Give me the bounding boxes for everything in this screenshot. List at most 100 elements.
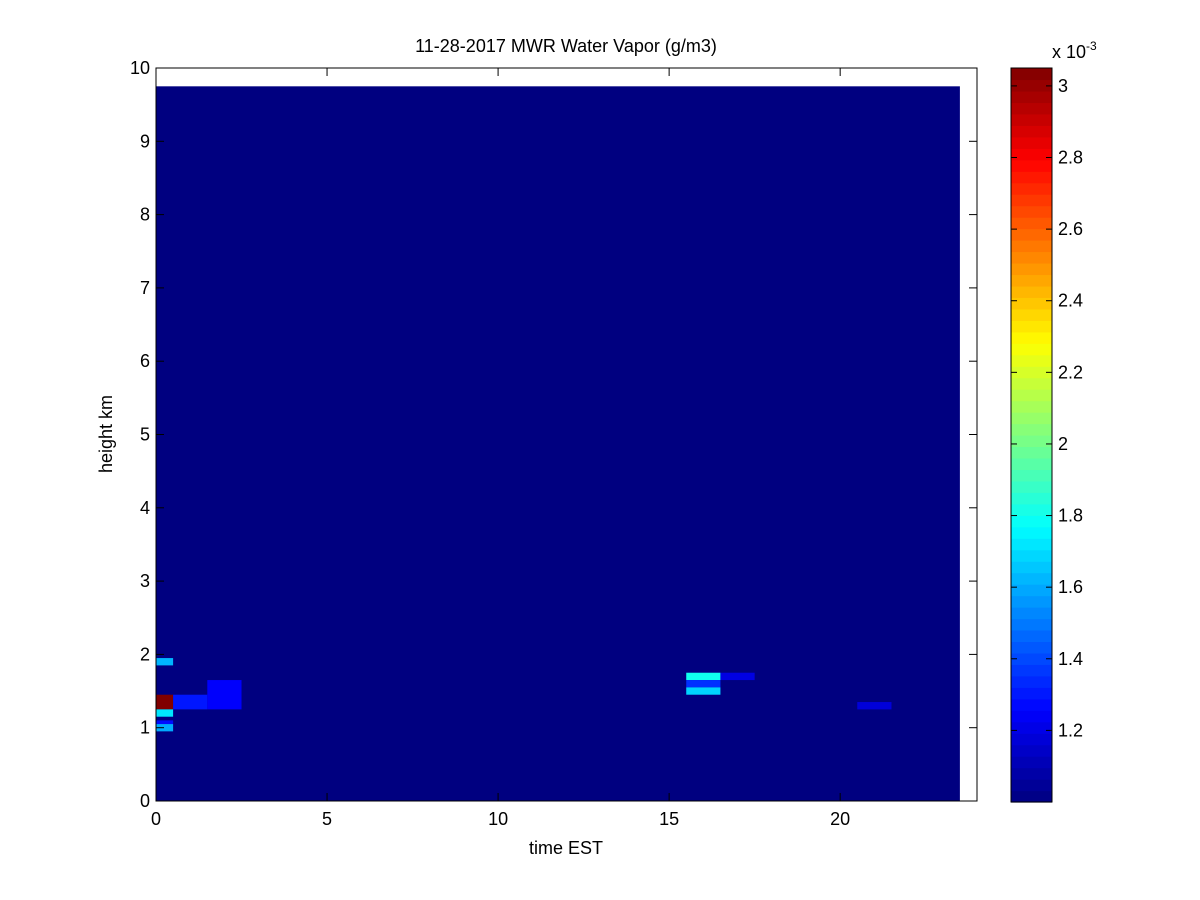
x-tick-label: 0 bbox=[151, 809, 161, 829]
colorbar-segment bbox=[1011, 790, 1052, 803]
y-tick-label: 1 bbox=[140, 718, 150, 738]
colorbar-tick-label: 2.6 bbox=[1058, 219, 1083, 239]
heatmap-cell bbox=[156, 658, 174, 666]
colorbar-segment bbox=[1011, 549, 1052, 562]
colorbar-segment bbox=[1011, 308, 1052, 321]
colorbar-segment bbox=[1011, 102, 1052, 115]
colorbar-tick-label: 1.8 bbox=[1058, 506, 1083, 526]
y-tick-label: 8 bbox=[140, 205, 150, 225]
heatmap-cell bbox=[720, 672, 755, 681]
y-tick-label: 4 bbox=[140, 498, 150, 518]
colorbar-segment bbox=[1011, 721, 1052, 734]
heatmap-cell bbox=[686, 680, 721, 688]
colorbar-segment bbox=[1011, 503, 1052, 516]
colorbar-segment bbox=[1011, 469, 1052, 482]
colorbar-segment bbox=[1011, 251, 1052, 264]
colorbar-segment bbox=[1011, 698, 1052, 711]
colorbar-segment bbox=[1011, 343, 1052, 356]
colorbar-segment bbox=[1011, 733, 1052, 746]
colorbar-segment bbox=[1011, 205, 1052, 218]
colorbar-segment bbox=[1011, 148, 1052, 161]
x-axis-label: time EST bbox=[529, 838, 603, 858]
colorbar-tick-label: 2.4 bbox=[1058, 291, 1083, 311]
y-axis-label: height km bbox=[96, 395, 116, 473]
chart-title: 11-28-2017 MWR Water Vapor (g/m3) bbox=[415, 36, 717, 56]
colorbar-segment bbox=[1011, 194, 1052, 207]
colorbar-segment bbox=[1011, 435, 1052, 448]
colorbar-frame bbox=[1010, 67, 1053, 803]
heatmap-cell bbox=[156, 709, 174, 717]
colorbar-segment bbox=[1011, 572, 1052, 585]
colorbar-segment bbox=[1011, 779, 1052, 792]
heatmap-cells bbox=[156, 658, 892, 732]
colorbar-segment bbox=[1011, 90, 1052, 104]
colorbar-segment bbox=[1011, 538, 1052, 551]
colorbar-segment bbox=[1011, 68, 1052, 81]
colorbar-tick-label: 2.2 bbox=[1058, 362, 1083, 382]
colorbar-segment bbox=[1011, 389, 1052, 402]
colorbar-segment bbox=[1011, 262, 1052, 276]
colorbar-segment bbox=[1011, 526, 1052, 539]
colorbar-tick-label: 1.2 bbox=[1058, 720, 1083, 740]
colorbar-tick-label: 1.4 bbox=[1058, 649, 1083, 669]
colorbar-segment bbox=[1011, 331, 1052, 344]
colorbar-segment bbox=[1011, 446, 1052, 459]
colorbar-segment bbox=[1011, 561, 1052, 574]
heatmap-cell bbox=[156, 724, 174, 732]
colorbar-segment bbox=[1011, 240, 1052, 253]
y-tick-label: 3 bbox=[140, 571, 150, 591]
colorbar-segment bbox=[1011, 423, 1052, 436]
colorbar-segment bbox=[1011, 687, 1052, 700]
colorbar-segment bbox=[1011, 354, 1052, 367]
colorbar-segment bbox=[1011, 652, 1052, 665]
colorbar-segment bbox=[1011, 641, 1052, 654]
colorbar-segment bbox=[1011, 79, 1052, 92]
heatmap-cell bbox=[686, 672, 721, 681]
colorbar-segment bbox=[1011, 274, 1052, 287]
colorbar-segment bbox=[1011, 125, 1052, 138]
colorbar-segment bbox=[1011, 136, 1052, 149]
colorbar-tick-label: 2 bbox=[1058, 434, 1068, 454]
colorbar-scale-label: x 10-3 bbox=[1052, 39, 1097, 62]
colorbar-scale-exponent: -3 bbox=[1086, 39, 1097, 53]
colorbar-segment bbox=[1011, 182, 1052, 195]
colorbar-segment bbox=[1011, 217, 1052, 230]
colorbar-segment bbox=[1011, 377, 1052, 390]
colorbar-segment bbox=[1011, 618, 1052, 631]
heatmap-cell bbox=[173, 694, 208, 710]
heatmap-cell bbox=[686, 687, 721, 695]
colorbar-tick-label: 3 bbox=[1058, 76, 1068, 96]
plot-area bbox=[156, 68, 977, 801]
x-tick-label: 20 bbox=[830, 809, 850, 829]
colorbar-segment bbox=[1011, 767, 1052, 780]
y-tick-label: 2 bbox=[140, 644, 150, 664]
colorbar-segment bbox=[1011, 480, 1052, 493]
x-tick-label: 15 bbox=[659, 809, 679, 829]
y-tick-label: 7 bbox=[140, 278, 150, 298]
heatmap-cell bbox=[156, 720, 174, 725]
colorbar-segment bbox=[1011, 113, 1052, 126]
colorbar-segment bbox=[1011, 629, 1052, 643]
colorbar-segment bbox=[1011, 675, 1052, 688]
heatmap-background-field bbox=[156, 86, 960, 801]
colorbar-segment bbox=[1011, 285, 1052, 298]
y-tick-label: 6 bbox=[140, 351, 150, 371]
colorbar-segment bbox=[1011, 171, 1052, 184]
colorbar-segment bbox=[1011, 457, 1052, 471]
y-tick-label: 9 bbox=[140, 131, 150, 151]
heatmap-cell bbox=[207, 680, 242, 710]
colorbar-segment bbox=[1011, 400, 1052, 413]
y-tick-label: 10 bbox=[130, 58, 150, 78]
colorbar-segment bbox=[1011, 664, 1052, 677]
colorbar-tick-label: 2.8 bbox=[1058, 148, 1083, 168]
heatmap-cell bbox=[156, 694, 174, 710]
colorbar-segment bbox=[1011, 515, 1052, 528]
colorbar-segment bbox=[1011, 607, 1052, 620]
x-tick-label: 10 bbox=[488, 809, 508, 829]
colorbar-segment bbox=[1011, 584, 1052, 597]
colorbar-segment bbox=[1011, 159, 1052, 172]
colorbar-segment bbox=[1011, 744, 1052, 757]
colorbar-segment bbox=[1011, 320, 1052, 333]
colorbar-segment bbox=[1011, 297, 1052, 310]
